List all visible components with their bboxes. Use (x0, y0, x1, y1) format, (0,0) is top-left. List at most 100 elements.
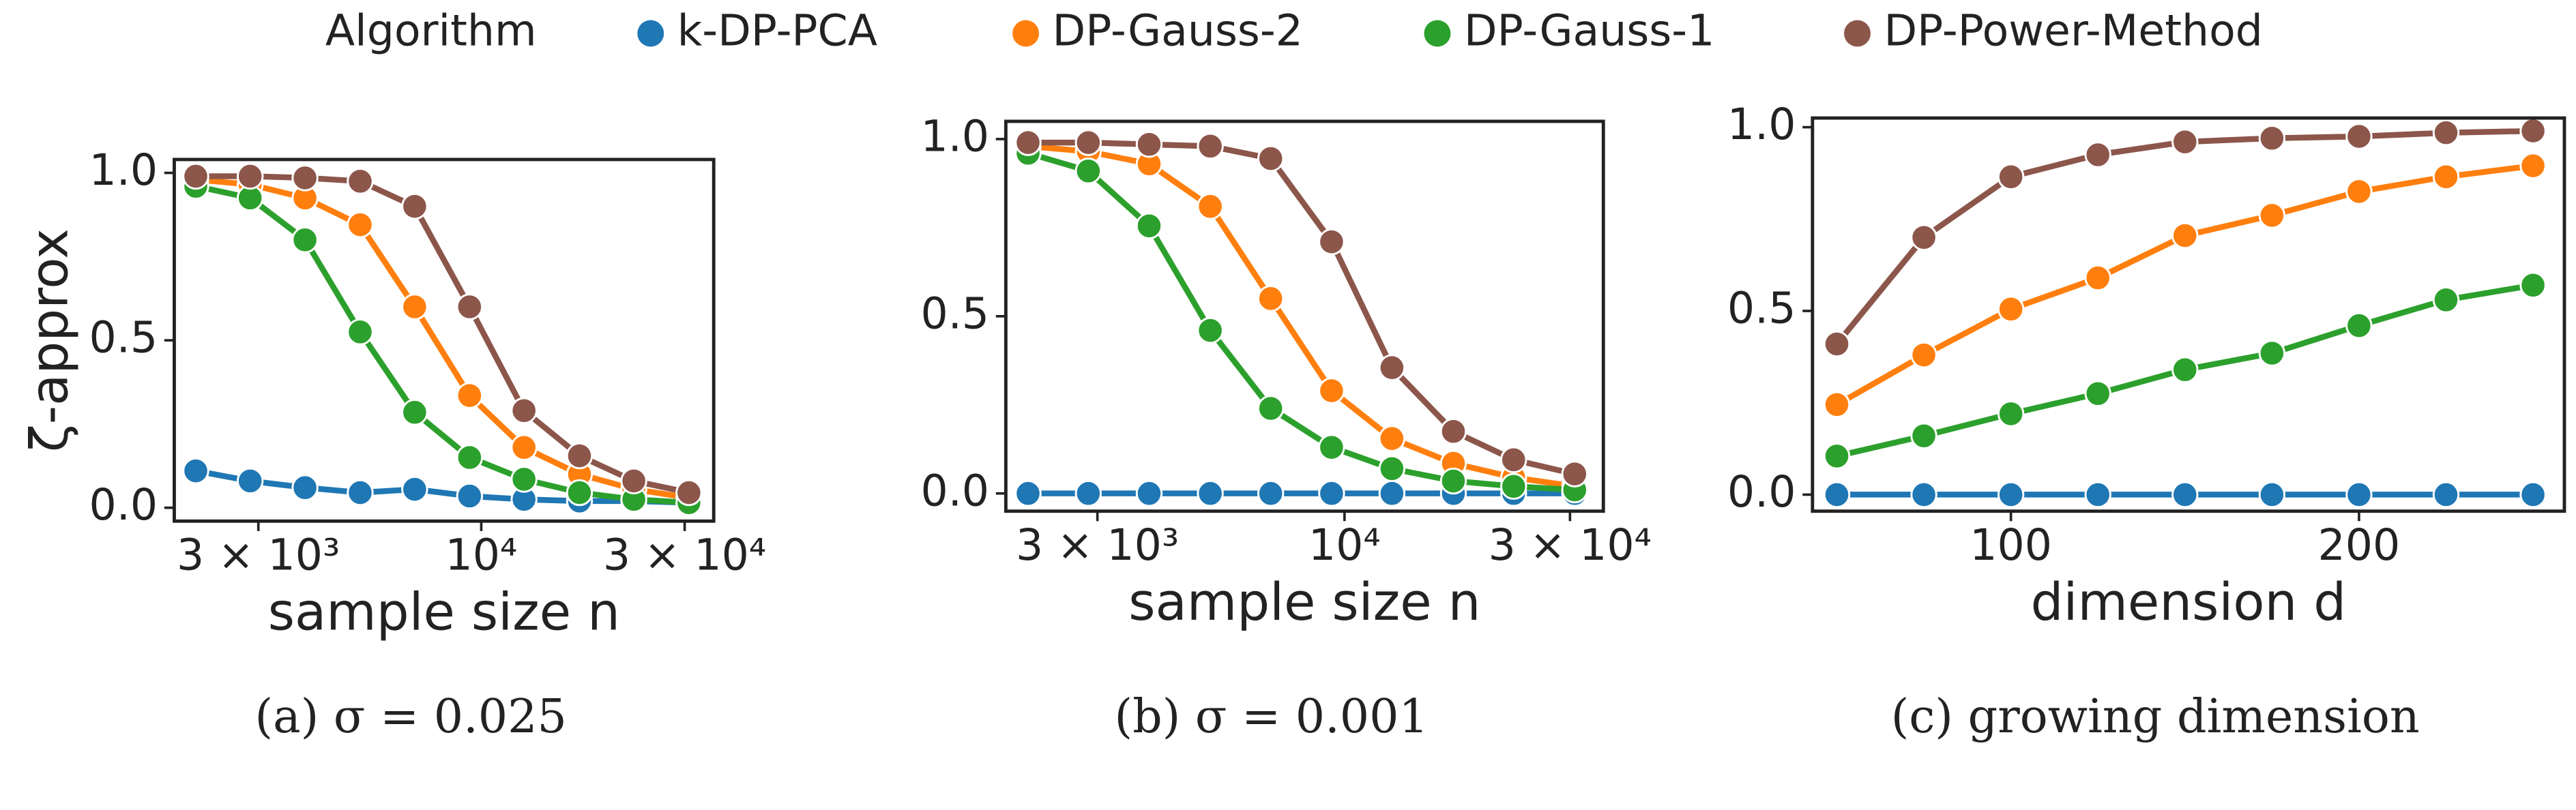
data-point (2345, 312, 2373, 340)
data-point (347, 168, 374, 195)
x-tick-label: 3 × 10⁴ (603, 529, 766, 580)
data-point (1257, 480, 1285, 507)
series-line (195, 183, 690, 506)
data-point (566, 479, 594, 507)
data-point (1257, 285, 1285, 312)
data-point (401, 475, 428, 503)
data-point (2084, 380, 2111, 407)
data-point (2258, 481, 2286, 509)
data-point (1197, 480, 1224, 507)
data-point (1318, 377, 1345, 404)
data-point (1910, 481, 1937, 509)
data-point (1910, 341, 1937, 369)
legend-label: k-DP-PCA (677, 5, 877, 56)
data-point (2432, 286, 2460, 314)
series-line (1027, 143, 1575, 490)
data-point (347, 318, 374, 346)
y-tick-label: 1.0 (89, 145, 158, 195)
data-point (2519, 117, 2547, 145)
legend-label: DP-Gauss-2 (1053, 5, 1303, 56)
data-point (1318, 480, 1345, 507)
data-point (1378, 425, 1406, 452)
data-point (1439, 467, 1467, 495)
data-point (510, 466, 538, 493)
data-point (347, 479, 374, 507)
data-point (1439, 418, 1467, 445)
data-point (182, 162, 209, 190)
y-tick-label: 0.5 (1727, 283, 1796, 333)
data-point (2084, 141, 2111, 168)
data-point (2345, 123, 2373, 150)
data-point (2084, 264, 2111, 292)
data-point (620, 467, 647, 495)
data-point (1318, 434, 1345, 461)
data-point (510, 434, 538, 461)
caption: (a) σ = 0.025 (255, 690, 567, 744)
y-tick-label: 0.0 (920, 465, 989, 515)
series-line (1027, 150, 1575, 493)
y-tick-label: 1.0 (1727, 99, 1796, 149)
x-tick-label: 10⁴ (445, 529, 518, 580)
data-point (236, 162, 264, 190)
data-point (2258, 340, 2286, 367)
caption: (c) growing dimension (1891, 690, 2420, 744)
data-point (1318, 228, 1345, 256)
data-point (2519, 481, 2547, 509)
data-point (2084, 481, 2111, 509)
data-point (401, 293, 428, 320)
data-point (1997, 400, 2025, 427)
data-point (1378, 354, 1406, 381)
data-point (291, 226, 319, 254)
data-point (1500, 446, 1527, 474)
data-point (1135, 480, 1163, 507)
legend-marker (1424, 20, 1451, 47)
data-point (2345, 178, 2373, 205)
x-tick-label: 3 × 10³ (177, 529, 340, 580)
legend-label: DP-Gauss-1 (1464, 5, 1714, 56)
data-point (1197, 132, 1224, 160)
data-point (182, 457, 209, 485)
series-line (195, 177, 690, 501)
data-point (1910, 224, 1937, 251)
y-tick-label: 0.5 (89, 312, 158, 363)
data-point (1823, 481, 1851, 509)
caption: (b) σ = 0.001 (1115, 690, 1429, 744)
x-axis-label: dimension d (2031, 572, 2346, 632)
data-point (1997, 163, 2025, 191)
data-point (675, 479, 703, 507)
data-point (1823, 330, 1851, 358)
data-point (1257, 395, 1285, 422)
data-point (1823, 391, 1851, 419)
y-tick-label: 0.5 (920, 288, 989, 338)
data-point (2171, 356, 2199, 383)
data-point (2432, 119, 2460, 147)
data-point (1997, 295, 2025, 323)
data-point (456, 482, 484, 510)
plot-frame (1811, 116, 2566, 513)
data-point (2171, 222, 2199, 250)
x-tick-label: 10⁴ (1308, 520, 1381, 570)
data-point (1561, 460, 1588, 487)
data-point (347, 211, 374, 239)
data-point (291, 474, 319, 501)
x-axis-label: sample size n (268, 582, 620, 642)
x-tick-label: 3 × 10³ (1016, 520, 1179, 570)
data-point (1257, 145, 1285, 172)
x-tick-label: 100 (1970, 520, 2052, 570)
data-point (1074, 480, 1102, 507)
y-tick-label: 1.0 (920, 111, 989, 162)
data-point (401, 398, 428, 426)
data-point (2171, 481, 2199, 509)
y-tick-label: 0.0 (89, 479, 158, 530)
x-axis-label: sample size n (1128, 572, 1480, 632)
data-point (1074, 129, 1102, 156)
y-axis-label: ζ-approx (19, 228, 79, 452)
data-point (456, 293, 484, 320)
data-point (1197, 316, 1224, 344)
data-point (1378, 455, 1406, 483)
data-point (1074, 158, 1102, 185)
data-point (456, 382, 484, 409)
data-point (1997, 481, 2025, 509)
legend-marker (1012, 20, 1040, 47)
